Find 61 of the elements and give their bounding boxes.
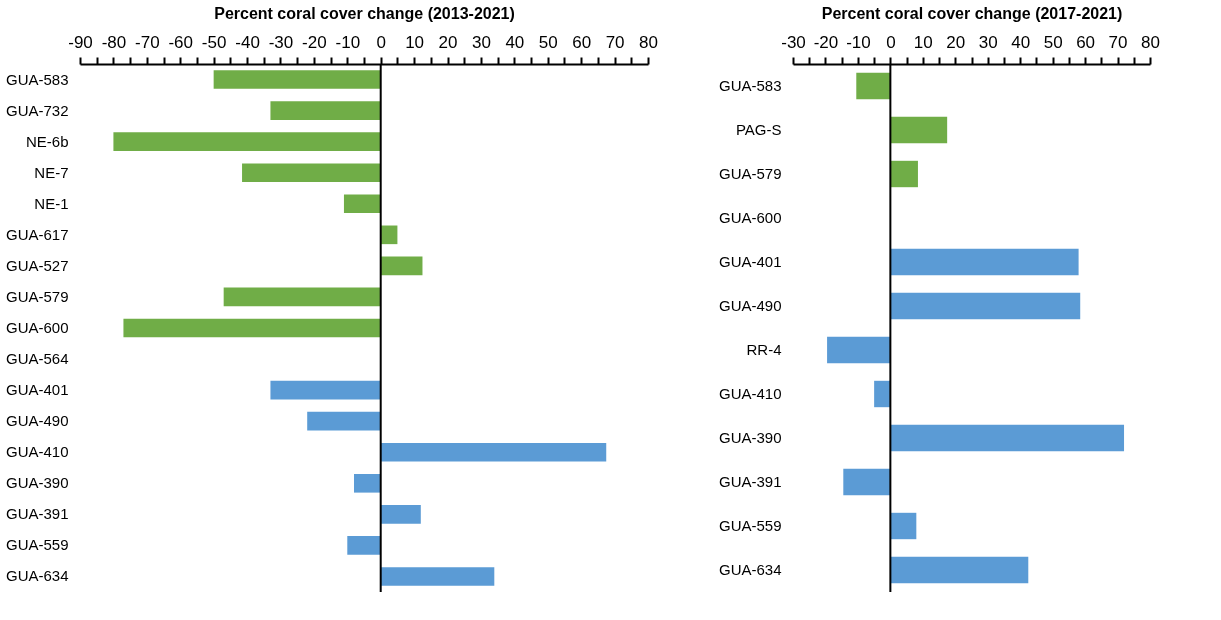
y-tick-label: GUA-391 (5, 505, 69, 523)
x-tick-label: 0 (886, 32, 896, 52)
y-tick-label: GUA-600 (5, 319, 69, 336)
y-tick-label: GUA-617 (5, 225, 69, 243)
y-tick-label: GUA-490 (5, 412, 69, 430)
x-tick-label: 70 (605, 32, 625, 52)
x-axis-title: Percent coral cover change (2017-2021) (821, 4, 1123, 22)
y-tick-label: GUA-579 (718, 165, 782, 182)
x-tick-label: -90 (68, 32, 93, 52)
y-tick-label: GUA-527 (5, 256, 69, 274)
x-tick-label: 70 (1108, 32, 1128, 52)
x-tick-label: 50 (1043, 32, 1063, 52)
y-tick-label: GUA-634 (5, 567, 69, 585)
x-tick-label: 40 (1011, 32, 1031, 52)
y-tick-label: GUA-390 (5, 474, 69, 492)
y-tick-label: GUA-410 (5, 443, 69, 461)
y-tick-label: RR-4 (746, 341, 782, 358)
x-tick-label: -20 (813, 32, 839, 52)
x-tick-label: 0 (376, 32, 386, 52)
x-tick-label: 20 (438, 32, 458, 52)
y-tick-label: PAG-S (735, 121, 782, 138)
x-tick-label: 80 (1141, 32, 1160, 52)
x-tick-label: -70 (135, 32, 160, 52)
x-tick-label: 20 (946, 32, 966, 52)
x-tick-label: -20 (302, 32, 327, 52)
y-tick-label: GUA-390 (718, 429, 782, 446)
y-tick-label: GUA-391 (718, 473, 782, 490)
x-tick-label: 60 (1076, 32, 1096, 52)
y-tick-label: GUA-559 (718, 517, 782, 534)
x-tick-label: -10 (335, 32, 361, 52)
x-tick-label: -30 (268, 32, 294, 52)
x-tick-label: 30 (471, 32, 491, 52)
x-tick-label: -40 (235, 32, 260, 52)
y-tick-label: GUA-579 (5, 287, 69, 305)
x-tick-label: -80 (101, 32, 127, 52)
x-tick-label: -10 (846, 32, 871, 52)
y-tick-label: GUA-600 (718, 209, 782, 226)
y-tick-label: GUA-564 (5, 350, 69, 368)
x-tick-label: -30 (781, 32, 806, 52)
y-tick-label: GUA-410 (718, 385, 782, 402)
y-tick-label: GUA-583 (5, 70, 69, 88)
y-tick-label: GUA-583 (718, 77, 782, 94)
x-axis-title: Percent coral cover change (2013-2021) (214, 4, 515, 22)
y-tick-label: NE-7 (34, 163, 69, 181)
x-tick-label: -60 (168, 32, 194, 52)
x-tick-label: -50 (201, 32, 227, 52)
y-tick-label: NE-6b (25, 132, 69, 150)
y-tick-label: GUA-732 (5, 101, 69, 119)
x-tick-label: 60 (572, 32, 592, 52)
x-tick-label: 40 (505, 32, 525, 52)
y-tick-label: GUA-401 (718, 253, 782, 270)
y-tick-label: GUA-559 (5, 536, 69, 554)
y-tick-label: GUA-401 (5, 381, 69, 399)
x-tick-label: 80 (639, 32, 658, 52)
x-tick-label: 50 (538, 32, 558, 52)
x-tick-label: 30 (978, 32, 998, 52)
y-tick-label: NE-1 (34, 194, 69, 212)
x-tick-label: 10 (913, 32, 933, 52)
y-tick-label: GUA-490 (718, 297, 782, 314)
y-tick-label: GUA-634 (718, 561, 782, 578)
x-tick-label: 10 (405, 32, 425, 52)
